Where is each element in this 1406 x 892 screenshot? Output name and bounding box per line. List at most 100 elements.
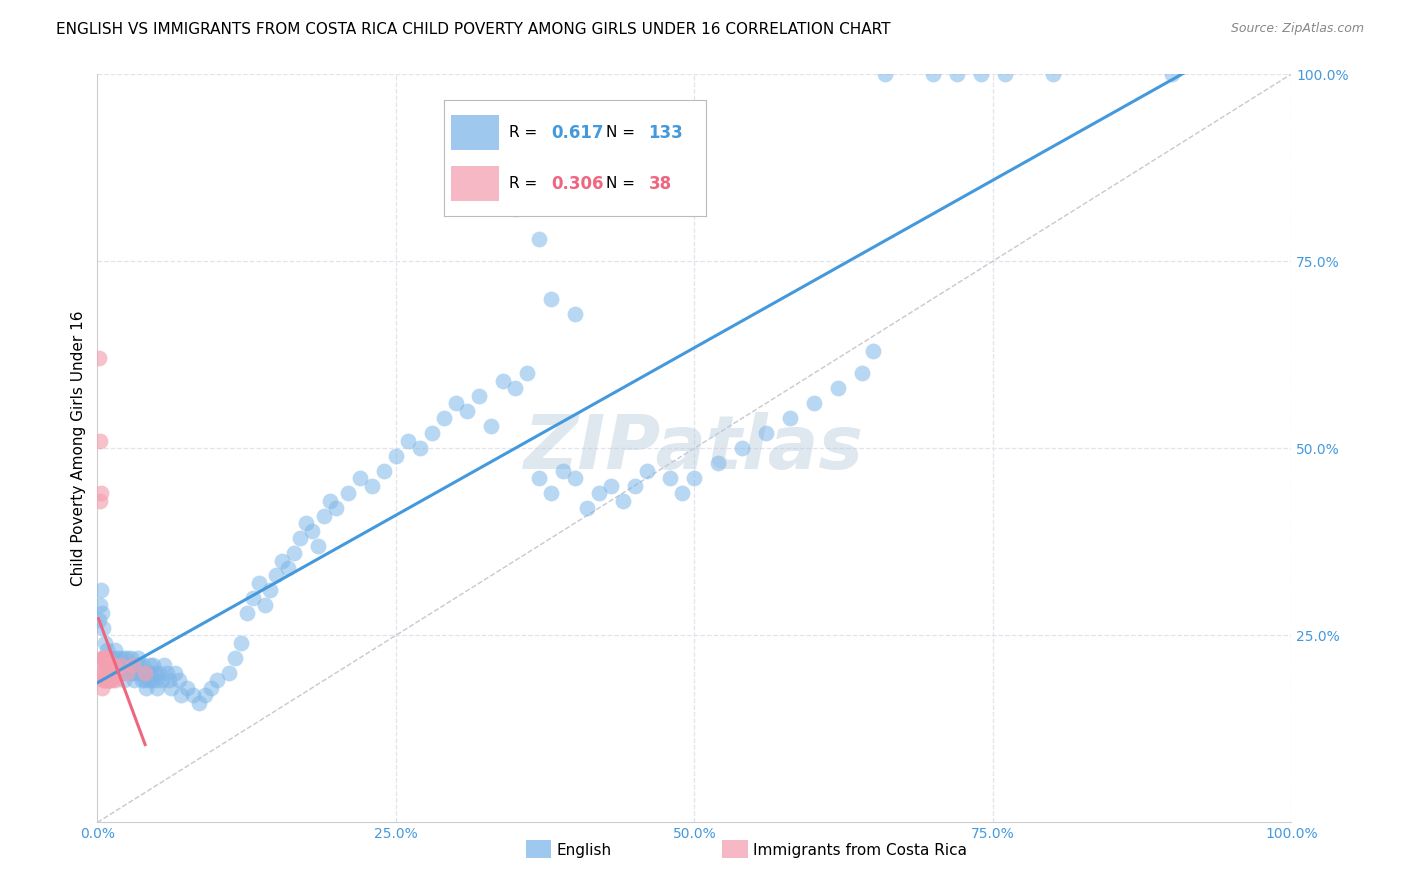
Point — [142, 658, 165, 673]
Point — [103, 665, 125, 680]
Point — [139, 658, 162, 673]
Point — [247, 576, 270, 591]
Point — [100, 665, 122, 680]
Point — [112, 673, 135, 688]
Point — [112, 650, 135, 665]
Point — [101, 665, 124, 680]
Point — [875, 67, 897, 81]
Point — [163, 665, 186, 680]
Point — [100, 665, 122, 680]
Point — [103, 658, 125, 673]
Text: ENGLISH VS IMMIGRANTS FROM COSTA RICA CHILD POVERTY AMONG GIRLS UNDER 16 CORRELA: ENGLISH VS IMMIGRANTS FROM COSTA RICA CH… — [56, 22, 891, 37]
Point — [731, 442, 754, 456]
Point — [516, 367, 538, 381]
Point — [118, 665, 141, 680]
Point — [94, 665, 117, 680]
Point — [396, 434, 419, 448]
Point — [90, 583, 112, 598]
Point — [104, 665, 127, 680]
Point — [307, 539, 329, 553]
Point — [314, 508, 336, 523]
Point — [108, 650, 131, 665]
Point — [134, 665, 156, 680]
Point — [145, 673, 167, 688]
Point — [503, 202, 526, 216]
Point — [104, 643, 127, 657]
Point — [132, 665, 155, 680]
Point — [93, 636, 115, 650]
Point — [155, 665, 177, 680]
Point — [101, 658, 124, 673]
Point — [97, 665, 120, 680]
Point — [114, 658, 136, 673]
Point — [104, 673, 127, 688]
Point — [94, 658, 117, 673]
Point — [122, 658, 145, 673]
Point — [91, 621, 114, 635]
Point — [659, 471, 682, 485]
Point — [827, 381, 849, 395]
Point — [141, 673, 163, 688]
Point — [361, 478, 384, 492]
Point — [91, 673, 114, 688]
Point — [970, 67, 993, 81]
Point — [98, 650, 121, 665]
Point — [94, 650, 117, 665]
Point — [224, 650, 246, 665]
Point — [131, 673, 153, 688]
Point — [295, 516, 318, 530]
Point — [385, 449, 408, 463]
Text: Immigrants from Costa Rica: Immigrants from Costa Rica — [754, 843, 967, 857]
Point — [349, 471, 371, 485]
Point — [100, 658, 122, 673]
Point — [337, 486, 360, 500]
Point — [146, 681, 169, 695]
Point — [420, 426, 443, 441]
Point — [87, 351, 110, 366]
Point — [120, 650, 142, 665]
Point — [91, 650, 114, 665]
Point — [105, 650, 128, 665]
Point — [122, 665, 145, 680]
Point — [1161, 67, 1184, 81]
Point — [325, 501, 347, 516]
Point — [503, 381, 526, 395]
Point — [124, 658, 146, 673]
Point — [235, 606, 257, 620]
Point — [599, 478, 621, 492]
Point — [89, 493, 111, 508]
Point — [90, 665, 112, 680]
Point — [124, 673, 146, 688]
Point — [271, 553, 294, 567]
Point — [456, 404, 478, 418]
Point — [1042, 67, 1064, 81]
Point — [91, 681, 114, 695]
Point — [110, 658, 132, 673]
Point — [540, 486, 562, 500]
Point — [623, 478, 645, 492]
Point — [89, 434, 111, 448]
Point — [319, 493, 342, 508]
Point — [167, 673, 190, 688]
Point — [138, 673, 160, 688]
Point — [128, 658, 150, 673]
Point — [409, 442, 432, 456]
Point — [96, 643, 118, 657]
Point — [301, 524, 323, 538]
Point — [575, 501, 598, 516]
Point — [205, 673, 228, 688]
Point — [101, 650, 124, 665]
Point — [803, 396, 825, 410]
Point — [253, 599, 276, 613]
Point — [551, 464, 574, 478]
Point — [564, 471, 586, 485]
Point — [444, 396, 467, 410]
Point — [96, 665, 118, 680]
Point — [127, 650, 149, 665]
Point — [98, 673, 121, 688]
Point — [671, 486, 693, 500]
Point — [946, 67, 969, 81]
Point — [755, 426, 778, 441]
Point — [100, 673, 122, 688]
Point — [492, 374, 515, 388]
